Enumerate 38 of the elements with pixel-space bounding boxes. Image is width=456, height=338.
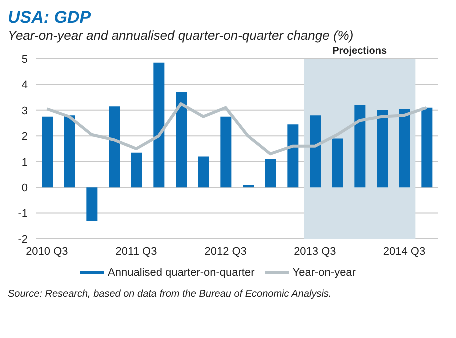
x-tick-label: 2013 Q3 [294,246,336,258]
bar [198,156,210,188]
legend-label: Year-on-year [292,266,356,279]
x-tick-label: 2012 Q3 [204,246,247,258]
bar [109,106,120,188]
bar [265,159,276,188]
y-tick-label: 4 [22,80,28,92]
line-series [46,102,428,156]
y-tick-label: 5 [22,54,28,66]
bar [243,185,254,188]
x-tick-label: 2010 Q3 [26,246,68,258]
bar [377,110,388,188]
band-label: Projections [332,46,388,57]
bar [42,116,53,188]
legend-label: Annualised quarter-on-quarter [108,266,255,279]
bar [399,109,410,188]
bar [176,92,187,188]
chart-title: USA: GDP [8,8,92,28]
y-tick-label: 0 [22,182,28,194]
bar [220,116,232,188]
bar [354,105,366,188]
bar [288,124,299,188]
source-note: Source: Research, based on data from the Bureau of Economic Analysis. [8,289,333,300]
bar [310,116,321,188]
x-tick-label: 2011 Q3 [116,246,158,258]
bar [64,116,76,188]
chart-subtitle: Year-on-year and annualised quarter-on-quarter change (%) [8,28,355,43]
bar [86,188,98,221]
bar [422,108,433,188]
bar [154,62,165,188]
y-tick-label: 3 [22,105,28,118]
bar [332,138,344,188]
y-tick-label: -2 [18,234,28,246]
x-tick-label: 2014 Q3 [383,246,426,258]
y-tick-label: -1 [18,208,28,220]
bar [131,152,142,188]
y-tick-label: 1 [22,156,28,169]
y-tick-label: 2 [22,131,28,144]
